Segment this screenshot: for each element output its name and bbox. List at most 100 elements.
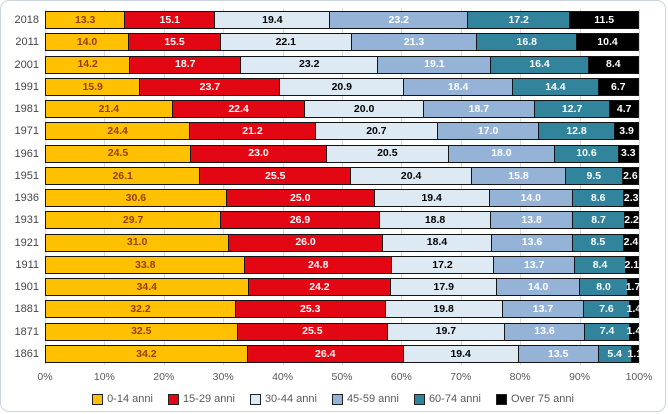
bar-segment-1911-60-74-anni: 8.4 — [575, 256, 626, 273]
bar-segment-2011-45-59-anni: 21.3 — [351, 34, 478, 51]
bar-segment-1871-30-44-anni: 19.7 — [388, 323, 505, 340]
legend-label: 60-74 anni — [428, 393, 481, 405]
bar-segment-1881-0-14-anni: 32.2 — [46, 301, 237, 318]
bar-track-2018: 13.3 15.1 19.4 23.2 17.2 11.5 — [45, 11, 639, 30]
bar-segment-1921-30-44-anni: 18.4 — [382, 234, 493, 251]
bar-segment-1981-45-59-anni: 18.7 — [423, 101, 535, 118]
bar-segment-1971-30-44-anni: 20.7 — [315, 123, 439, 140]
gridline-60% — [401, 9, 403, 365]
bar-track-1991: 15.9 23.7 20.9 18.4 14.4 6.7 — [45, 77, 639, 96]
y-axis-label-2011: 2011 — [15, 36, 39, 49]
y-axis-label-1871: 1871 — [14, 325, 39, 338]
bar-segment-1881-15-29-anni: 25.3 — [236, 301, 386, 318]
bar-segment-1871-45-59-anni: 13.6 — [504, 323, 586, 340]
bar-row-1921: 1921 31.0 26.0 18.4 13.6 8.5 2.4 — [1, 232, 639, 254]
bar-segment-1911-30-44-anni: 17.2 — [391, 256, 494, 273]
bar-segment-2001-30-44-anni: 23.2 — [241, 56, 379, 73]
y-axis-label-1936: 1936 — [14, 192, 39, 205]
bar-segment-1911-15-29-anni: 24.8 — [245, 256, 392, 273]
bar-segment-1936-30-44-anni: 19.4 — [374, 190, 490, 207]
legend-item-45-59-anni: 45-59 anni — [331, 393, 399, 405]
bar-segment-1871-15-29-anni: 25.5 — [237, 323, 389, 340]
bar-segment-1861-45-59-anni: 13.5 — [518, 345, 599, 362]
bar-segment-1901-45-59-anni: 14.0 — [497, 279, 581, 296]
bar-segment-1861-30-44-anni: 19.4 — [403, 345, 519, 362]
bar-segment-1971-15-29-anni: 21.2 — [190, 123, 316, 140]
bar-row-1901: 1901 34.4 24.2 17.9 14.0 8.0 1.7 — [1, 276, 640, 298]
bar-segment-1971-60-74-anni: 12.8 — [538, 123, 616, 140]
x-axis-tick-40%: 40% — [272, 371, 294, 383]
legend-label: 0-14 anni — [107, 393, 153, 405]
bar-segment-1951-0-14-anni: 26.1 — [46, 167, 201, 184]
bar-segment-1881-30-44-anni: 19.8 — [385, 301, 503, 318]
bar-row-1961: 1961 24.5 23.0 20.5 18.0 10.6 3.3 — [1, 143, 639, 165]
bar-segment-1991-60-74-anni: 14.4 — [513, 78, 599, 95]
bar-segment-2001-45-59-anni: 19.1 — [378, 56, 492, 73]
bar-segment-1931-0-14-anni: 29.7 — [46, 212, 222, 229]
bar-segment-1871-over-75-anni: 1.4 — [627, 323, 641, 340]
bar-row-1931: 1931 29.7 26.9 18.8 13.8 8.7 2.2 — [1, 209, 639, 231]
x-axis-tick-70%: 70% — [450, 371, 472, 383]
bar-track-1951: 26.1 25.5 20.4 15.8 9.5 2.6 — [45, 166, 639, 185]
legend-item-60-74-anni: 60-74 anni — [413, 393, 481, 405]
y-axis-label-1981: 1981 — [14, 103, 39, 116]
bar-segment-1971-0-14-anni: 24.4 — [46, 123, 191, 140]
bar-segment-1861-over-75-anni: 1.1 — [627, 345, 642, 362]
bar-segment-2001-over-75-anni: 8.4 — [588, 56, 638, 73]
bar-segment-1881-45-59-anni: 13.7 — [502, 301, 585, 318]
bar-segment-1936-0-14-anni: 30.6 — [46, 190, 227, 207]
bar-track-1901: 34.4 24.2 17.9 14.0 8.0 1.7 — [45, 278, 640, 297]
gridline-40% — [282, 9, 284, 365]
bar-segment-1921-0-14-anni: 31.0 — [46, 234, 230, 251]
bar-segment-1991-45-59-anni: 18.4 — [404, 78, 514, 95]
bar-row-2001: 2001 14.2 18.7 23.2 19.1 16.4 8.4 — [1, 54, 639, 76]
bar-row-2018: 2018 13.3 15.1 19.4 23.2 17.2 11.5 — [1, 9, 639, 31]
gridline-80% — [520, 9, 522, 365]
bar-segment-1931-over-75-anni: 2.2 — [624, 212, 639, 229]
bar-segment-1961-45-59-anni: 18.0 — [448, 145, 556, 162]
gridline-20% — [163, 9, 165, 365]
bar-segment-1921-15-29-anni: 26.0 — [229, 234, 383, 251]
gridline-50% — [342, 9, 343, 365]
legend-swatch-icon — [495, 393, 507, 405]
bar-segment-1951-over-75-anni: 2.6 — [622, 167, 639, 184]
legend-swatch-icon — [413, 393, 425, 405]
gridline-70% — [460, 9, 462, 365]
bar-segment-1961-over-75-anni: 3.3 — [618, 145, 638, 162]
bar-segment-1936-45-59-anni: 14.0 — [489, 190, 573, 207]
x-axis-tick-100%: 100% — [625, 371, 653, 383]
y-axis-label-1861: 1861 — [14, 347, 39, 360]
bar-segment-1991-30-44-anni: 20.9 — [280, 78, 405, 95]
bar-segment-2011-0-14-anni: 14.0 — [46, 34, 130, 51]
bar-segment-1871-0-14-anni: 32.5 — [46, 323, 238, 340]
bar-row-1871: 1871 32.5 25.5 19.7 13.6 7.4 1.4 — [1, 321, 641, 343]
x-axis-tick-0%: 0% — [37, 371, 53, 383]
bar-segment-1961-15-29-anni: 23.0 — [190, 145, 328, 162]
bar-segment-1861-0-14-anni: 34.2 — [46, 345, 248, 362]
bar-segment-2001-0-14-anni: 14.2 — [46, 56, 131, 73]
bar-row-1881: 1881 32.2 25.3 19.8 13.7 7.6 1.4 — [1, 298, 641, 320]
bar-segment-2001-15-29-anni: 18.7 — [130, 56, 242, 73]
bar-segment-1981-15-29-anni: 22.4 — [172, 101, 306, 118]
legend-label: Over 75 anni — [510, 393, 574, 405]
legend-swatch-icon — [167, 393, 179, 405]
bar-row-1951: 1951 26.1 25.5 20.4 15.8 9.5 2.6 — [1, 165, 639, 187]
bar-segment-1936-over-75-anni: 2.3 — [624, 190, 639, 207]
plot-gridlines — [45, 9, 640, 365]
bar-segment-1991-15-29-anni: 23.7 — [140, 78, 281, 95]
bar-track-1921: 31.0 26.0 18.4 13.6 8.5 2.4 — [45, 233, 639, 252]
bar-segment-1881-60-74-anni: 7.6 — [584, 301, 630, 318]
bar-row-1991: 1991 15.9 23.7 20.9 18.4 14.4 6.7 — [1, 76, 639, 98]
bar-track-1861: 34.2 26.4 19.4 13.5 5.4 1.1 — [45, 344, 642, 363]
bar-segment-1861-15-29-anni: 26.4 — [247, 345, 404, 362]
gridline-30% — [223, 9, 225, 365]
bar-segment-1981-over-75-anni: 4.7 — [610, 101, 638, 118]
y-axis-label-1901: 1901 — [14, 281, 39, 294]
bar-segment-2011-over-75-anni: 10.4 — [577, 34, 638, 51]
y-axis-label-1951: 1951 — [14, 169, 39, 182]
bar-track-2001: 14.2 18.7 23.2 19.1 16.4 8.4 — [45, 55, 639, 74]
bar-segment-1911-0-14-anni: 33.8 — [46, 256, 246, 273]
bar-segment-2018-45-59-anni: 23.2 — [330, 12, 469, 29]
bar-segment-1901-15-29-anni: 24.2 — [248, 279, 392, 296]
gridline-100% — [639, 9, 640, 365]
